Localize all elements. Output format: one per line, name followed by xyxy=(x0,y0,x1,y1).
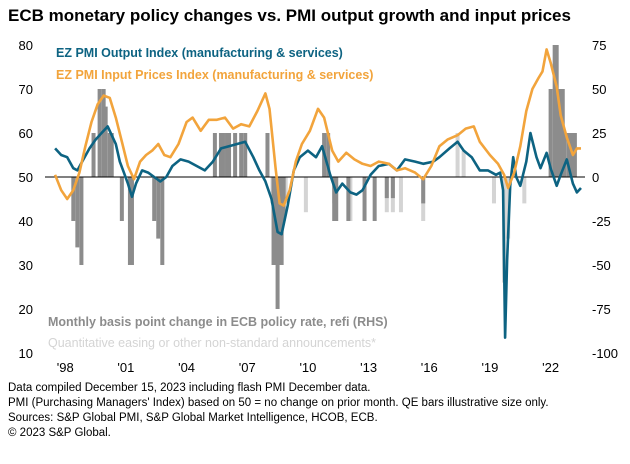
output-index-line xyxy=(54,125,582,339)
legend-qe: Quantitative easing or other non-standar… xyxy=(48,336,376,350)
qe-bar xyxy=(491,177,496,204)
policy-bar xyxy=(79,177,84,265)
policy-bar xyxy=(362,177,367,221)
policy-bar xyxy=(218,133,223,177)
policy-bar xyxy=(281,177,286,221)
policy-bar xyxy=(91,133,96,177)
x-tick-label: '01 xyxy=(117,360,134,375)
y-right-tick-label: -50 xyxy=(592,258,611,273)
policy-bar xyxy=(160,177,165,265)
x-tick-label: '22 xyxy=(542,360,559,375)
policy-bar xyxy=(101,89,106,177)
policy-bar xyxy=(557,89,562,177)
y-right-tick-label: 0 xyxy=(592,170,599,185)
policy-bar xyxy=(372,177,377,221)
y-right-tick-label: 75 xyxy=(592,38,606,53)
chart: 10 20 30 40 50 60 70 80 75 50 25 0 -25 -50 -75 -100 '98 '… xyxy=(19,38,619,375)
qe-bar xyxy=(522,177,527,204)
policy-bar xyxy=(243,133,248,177)
y-right-tick-label: -75 xyxy=(592,302,611,317)
policy-bar xyxy=(109,133,114,177)
policy-bar xyxy=(271,177,276,265)
y-left-tick-label: 30 xyxy=(19,258,33,273)
policy-bar xyxy=(421,177,426,204)
legend-policy: Monthly basis point change in ECB policy… xyxy=(48,315,388,329)
policy-bar xyxy=(156,177,161,239)
y-left-tick-label: 50 xyxy=(19,170,33,185)
x-tick-label: '98 xyxy=(57,360,74,375)
policy-bar xyxy=(127,177,132,265)
y-right-tick-label: 25 xyxy=(592,126,606,141)
qe-bar xyxy=(461,150,466,177)
policy-bar xyxy=(227,133,232,177)
notes: Data compiled December 15, 2023 includin… xyxy=(8,381,549,441)
qe-bar xyxy=(348,177,353,221)
legend-output: EZ PMI Output Index (manufacturing & ser… xyxy=(56,46,343,60)
policy-bar xyxy=(384,177,389,199)
policy-bar xyxy=(103,106,108,177)
y-left-tick-label: 60 xyxy=(19,126,33,141)
x-tick-label: '04 xyxy=(178,360,195,375)
policy-bar xyxy=(326,133,331,177)
policy-bar xyxy=(75,177,80,248)
chart-title: ECB monetary policy changes vs. PMI outp… xyxy=(8,6,571,25)
policy-bar xyxy=(279,177,284,265)
y-right-tick-label: -100 xyxy=(592,346,618,361)
x-tick-label: '07 xyxy=(239,360,256,375)
policy-bar xyxy=(225,133,230,177)
policy-bar xyxy=(129,177,134,265)
note-sources: Sources: S&P Global PMI, S&P Global Mark… xyxy=(8,412,378,424)
y-right-tick-label: -25 xyxy=(592,214,611,229)
policy-bar xyxy=(212,133,217,177)
policy-bar xyxy=(277,177,282,265)
qe-bar xyxy=(455,133,460,177)
policy-bar xyxy=(552,45,557,177)
policy-bar xyxy=(572,133,577,177)
note-pmi: PMI (Purchasing Managers' Index) based o… xyxy=(8,397,549,409)
y-left-tick-label: 20 xyxy=(19,302,33,317)
policy-bar xyxy=(97,89,102,177)
policy-bar xyxy=(220,133,225,177)
y-left-tick-label: 10 xyxy=(19,346,33,361)
input-prices-line xyxy=(53,48,581,207)
policy-bar xyxy=(346,177,351,221)
note-copyright: © 2023 S&P Global. xyxy=(8,427,111,439)
policy-bar xyxy=(562,133,567,177)
y-left-tick-label: 70 xyxy=(19,82,33,97)
x-tick-label: '16 xyxy=(421,360,438,375)
y-left-tick-label: 40 xyxy=(19,214,33,229)
policy-bar xyxy=(566,133,571,177)
policy-bar xyxy=(119,177,124,221)
policy-bar xyxy=(152,177,157,221)
x-tick-label: '13 xyxy=(360,360,377,375)
policy-bar xyxy=(334,177,339,221)
policy-bar xyxy=(239,133,244,177)
policy-bar xyxy=(233,133,238,177)
qe-bar xyxy=(283,177,288,204)
legend-input-prices: EZ PMI Input Prices Index (manufacturing… xyxy=(56,68,373,82)
policy-bar xyxy=(554,45,559,177)
policy-bar xyxy=(265,133,270,177)
policy-bar xyxy=(548,89,553,177)
x-tick-label: '10 xyxy=(299,360,316,375)
policy-bar xyxy=(390,177,395,199)
policy-bar xyxy=(107,133,112,177)
policy-bar xyxy=(71,177,76,221)
policy-bar xyxy=(560,89,565,177)
y-right-tick-label: 50 xyxy=(592,82,606,97)
policy-bar xyxy=(275,177,280,309)
qe-bar xyxy=(303,177,308,213)
qe-bar xyxy=(398,177,403,213)
note-compiled: Data compiled December 15, 2023 includin… xyxy=(8,382,371,394)
policy-bar xyxy=(332,177,337,221)
y-left-tick-label: 80 xyxy=(19,38,33,53)
x-tick-label: '19 xyxy=(481,360,498,375)
